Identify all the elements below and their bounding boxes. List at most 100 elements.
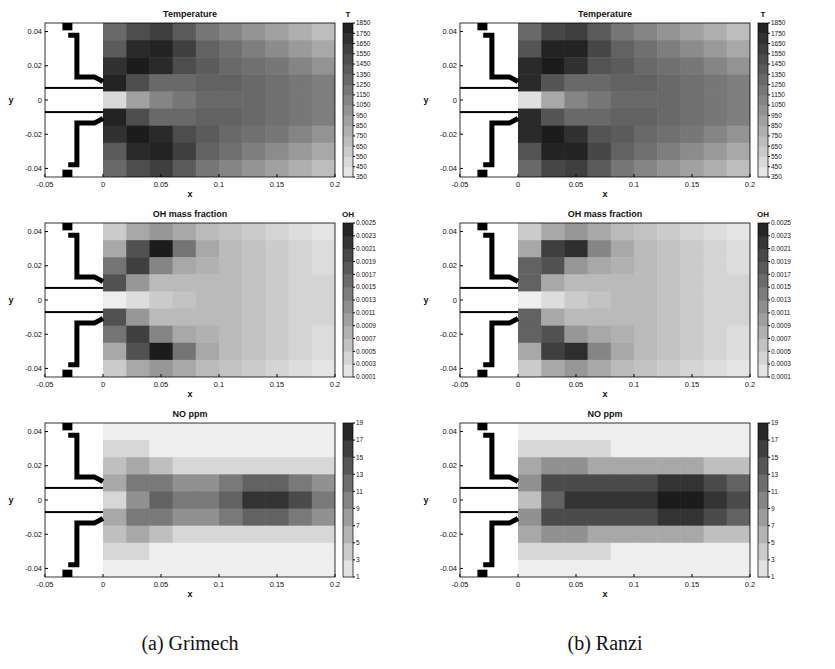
colorbar-tick — [768, 325, 770, 326]
cell — [173, 143, 197, 161]
cell — [103, 509, 127, 527]
colorbar-frame — [343, 423, 353, 577]
x-tick — [518, 174, 519, 177]
cell — [219, 143, 243, 161]
x-tick — [161, 174, 162, 177]
cell — [518, 309, 542, 327]
cell — [103, 291, 127, 309]
colorbar-tick — [768, 338, 770, 339]
colorbar-band — [758, 339, 768, 352]
cell — [265, 223, 289, 241]
cell — [518, 274, 542, 292]
colorbar-label: 7 — [771, 522, 775, 529]
cell — [219, 543, 243, 561]
colorbar-label: 450 — [771, 163, 782, 170]
cell — [126, 74, 150, 92]
cell — [611, 257, 635, 275]
cell — [541, 526, 565, 544]
cell — [149, 509, 173, 527]
swirler-block — [62, 223, 72, 230]
colorbar-tick — [768, 115, 770, 116]
cell — [103, 309, 127, 327]
swirler-block — [477, 570, 487, 577]
colorbar-tick — [768, 74, 770, 75]
cell — [149, 457, 173, 475]
colorbar-frame — [758, 23, 768, 177]
colorbar-tick — [768, 135, 770, 136]
cell — [518, 74, 542, 92]
cell — [149, 440, 173, 458]
cell — [564, 74, 588, 92]
colorbar-band — [343, 85, 353, 96]
x-tick — [219, 174, 220, 177]
cell — [657, 143, 681, 161]
cell — [588, 109, 612, 127]
swirler — [68, 318, 103, 364]
colorbar-label: 0.0013 — [771, 296, 791, 303]
colorbar-tick — [353, 338, 355, 339]
colorbar-band — [343, 339, 353, 352]
cell — [588, 40, 612, 58]
y-tick-label: 0.04 — [442, 227, 457, 236]
cell — [173, 360, 197, 377]
cell — [126, 474, 150, 492]
colorbar-band — [758, 126, 768, 137]
cell — [518, 109, 542, 127]
cell — [564, 457, 588, 475]
cell — [588, 143, 612, 161]
swirler-block — [477, 223, 487, 230]
cell — [126, 91, 150, 109]
colorbar-label: 19 — [771, 419, 779, 426]
cell — [680, 326, 704, 344]
cell — [242, 126, 266, 144]
colorbar-band — [343, 74, 353, 85]
y-tick-label: -0.02 — [440, 130, 457, 139]
colorbar-band — [758, 115, 768, 126]
cell — [634, 560, 658, 577]
cell — [704, 40, 728, 58]
cell — [126, 543, 150, 561]
y-tick — [45, 168, 48, 169]
colorbar-band — [343, 457, 353, 475]
cell — [289, 57, 313, 75]
colorbar-band — [343, 44, 353, 55]
cell — [634, 491, 658, 509]
colorbar-label: 0.0001 — [771, 373, 791, 380]
cell — [657, 326, 681, 344]
cell — [727, 143, 750, 161]
cell — [727, 274, 750, 292]
colorbar-tick — [768, 287, 770, 288]
colorbar-label: 0.0017 — [356, 271, 376, 278]
frame — [460, 423, 750, 577]
cell — [265, 143, 289, 161]
cell — [564, 543, 588, 561]
colorbar-label: 1150 — [356, 91, 370, 98]
cell — [680, 360, 704, 377]
panel-title: Temperature — [578, 9, 632, 19]
injector — [45, 223, 103, 377]
cell — [289, 91, 313, 109]
cell — [242, 109, 266, 127]
cell — [541, 257, 565, 275]
cells — [103, 23, 335, 177]
cell — [518, 457, 542, 475]
y-tick — [45, 65, 48, 66]
cell — [196, 309, 220, 327]
cells — [103, 423, 335, 577]
colorbar-label: 1450 — [771, 60, 786, 67]
y-tick — [45, 465, 48, 466]
colorbar-tick — [353, 423, 355, 424]
colorbar-tick — [353, 248, 355, 249]
cell — [242, 526, 266, 544]
cell — [196, 440, 220, 458]
cell — [634, 143, 658, 161]
cell — [219, 126, 243, 144]
cell — [634, 309, 658, 327]
colorbar-tick — [353, 135, 355, 136]
tube-wall — [45, 311, 103, 313]
colorbar-tick — [768, 156, 770, 157]
cell — [173, 240, 197, 258]
cell — [173, 291, 197, 309]
swirler — [483, 318, 518, 364]
cell — [564, 291, 588, 309]
